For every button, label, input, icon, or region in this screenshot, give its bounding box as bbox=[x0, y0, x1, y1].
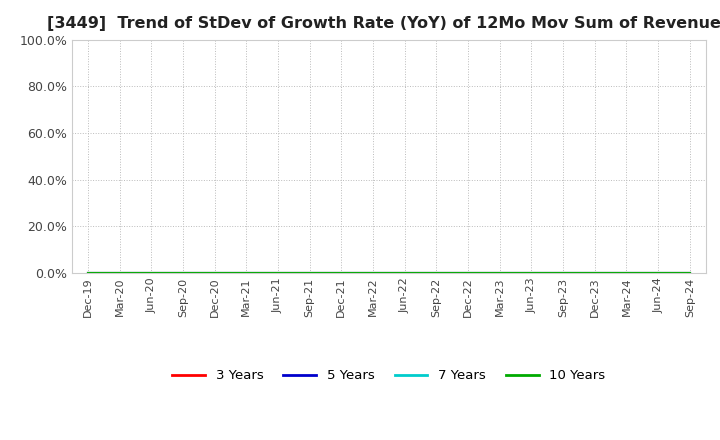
Title: [3449]  Trend of StDev of Growth Rate (YoY) of 12Mo Mov Sum of Revenues: [3449] Trend of StDev of Growth Rate (Yo… bbox=[47, 16, 720, 32]
Legend: 3 Years, 5 Years, 7 Years, 10 Years: 3 Years, 5 Years, 7 Years, 10 Years bbox=[167, 364, 611, 388]
